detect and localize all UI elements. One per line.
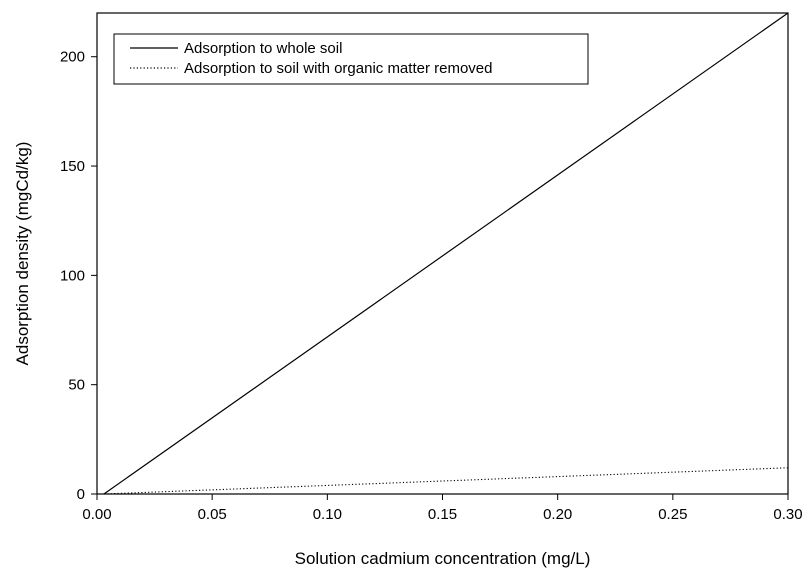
y-axis-label: Adsorption density (mgCd/kg) (13, 142, 32, 366)
x-tick-label: 0.20 (543, 506, 572, 523)
legend-label-0: Adsorption to whole soil (184, 40, 342, 57)
y-tick-label: 50 (68, 377, 85, 394)
y-tick-label: 0 (77, 486, 85, 503)
x-axis-ticks: 0.00 0.05 0.10 0.15 0.20 0.25 0.30 (82, 494, 803, 523)
series-layer (103, 12, 789, 495)
x-tick-label: 0.30 (773, 506, 802, 523)
y-axis-ticks: 0 50 100 150 200 (60, 49, 97, 503)
x-tick-label: 0.00 (82, 506, 111, 523)
x-tick-label: 0.05 (198, 506, 227, 523)
x-axis-label: Solution cadmium concentration (mg/L) (295, 549, 591, 568)
legend: Adsorption to whole soil Adsorption to so… (113, 33, 589, 85)
x-tick-label: 0.10 (313, 506, 342, 523)
series-line-0 (103, 12, 789, 495)
legend-box (113, 33, 589, 85)
legend-label-1: Adsorption to soil with organic matter r… (184, 60, 492, 77)
x-tick-label: 0.25 (658, 506, 687, 523)
y-tick-label: 100 (60, 267, 85, 284)
x-tick-label: 0.15 (428, 506, 457, 523)
y-tick-label: 200 (60, 49, 85, 66)
y-tick-label: 150 (60, 158, 85, 175)
series-line-1 (103, 467, 789, 495)
